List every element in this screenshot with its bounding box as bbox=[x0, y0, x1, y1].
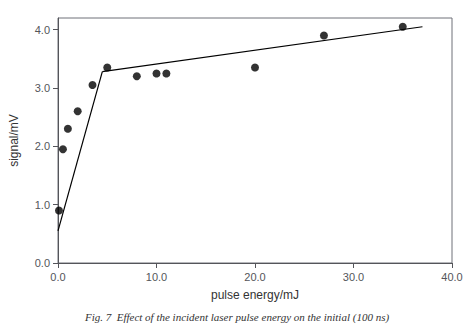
svg-text:30.0: 30.0 bbox=[343, 271, 364, 283]
svg-text:signal/mV: signal/mV bbox=[7, 114, 21, 167]
svg-text:0.0: 0.0 bbox=[50, 271, 65, 283]
svg-text:pulse energy/mJ: pulse energy/mJ bbox=[211, 288, 299, 302]
svg-text:2.0: 2.0 bbox=[35, 140, 50, 152]
svg-text:20.0: 20.0 bbox=[244, 271, 265, 283]
svg-text:Fig. 7 Effect of the incident: Fig. 7 Effect of the incident laser puls… bbox=[84, 311, 390, 324]
svg-text:1.0: 1.0 bbox=[35, 199, 50, 211]
svg-text:0.0: 0.0 bbox=[35, 257, 50, 269]
svg-text:10.0: 10.0 bbox=[146, 271, 167, 283]
svg-text:3.0: 3.0 bbox=[35, 82, 50, 94]
svg-text:4.0: 4.0 bbox=[35, 24, 50, 36]
svg-text:40.0: 40.0 bbox=[441, 271, 462, 283]
